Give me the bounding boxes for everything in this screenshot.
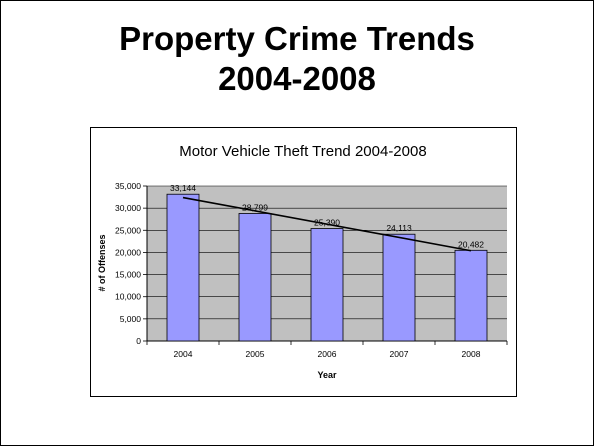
trendline-line <box>182 196 472 252</box>
chart-title: Motor Vehicle Theft Trend 2004-2008 <box>179 143 426 160</box>
slide-title-line1: Property Crime Trends <box>119 20 475 57</box>
data-label-2007: 24,113 <box>386 223 412 233</box>
x-tick-label-2007: 2007 <box>390 349 409 359</box>
y-tick-label: 25,000 <box>115 225 141 235</box>
bar-2008 <box>454 249 488 342</box>
y-axis-label: # of Offenses <box>97 234 107 291</box>
y-tick-label: 0 <box>136 336 141 346</box>
slide-title: Property Crime Trends 2004-2008 <box>1 19 593 99</box>
bar-2007 <box>382 233 416 342</box>
y-tick-label: 30,000 <box>115 203 141 213</box>
x-axis-ticks: 2004 2005 2006 2007 2008 <box>146 341 508 359</box>
slide-title-line2: 2004-2008 <box>218 60 376 97</box>
bar-2005 <box>238 213 272 342</box>
y-tick-label: 5,000 <box>120 314 142 324</box>
chart-container: Motor Vehicle Theft Trend 2004-2008 0 5,0… <box>90 127 517 397</box>
data-label-2005: 28,799 <box>242 202 268 212</box>
y-tick-label: 35,000 <box>115 181 141 191</box>
trendline <box>182 196 472 252</box>
bars <box>166 193 488 342</box>
bar-chart: Motor Vehicle Theft Trend 2004-2008 0 5,0… <box>97 143 508 380</box>
data-label-2008: 20,482 <box>458 239 484 249</box>
data-label-2006: 25,390 <box>314 218 340 228</box>
x-axis-label: Year <box>317 370 337 380</box>
y-tick-label: 15,000 <box>115 270 141 280</box>
y-tick-label: 10,000 <box>115 292 141 302</box>
y-tick-label: 20,000 <box>115 247 141 257</box>
bar-2006 <box>310 228 344 342</box>
x-tick-label-2008: 2008 <box>462 349 481 359</box>
x-tick-label-2005: 2005 <box>246 349 265 359</box>
data-labels: 33,144 28,799 25,390 24,113 20,482 <box>170 183 484 249</box>
data-label-2004: 33,144 <box>170 183 196 193</box>
bar-2004 <box>166 193 200 342</box>
x-tick-label-2006: 2006 <box>318 349 337 359</box>
x-tick-label-2004: 2004 <box>174 349 193 359</box>
